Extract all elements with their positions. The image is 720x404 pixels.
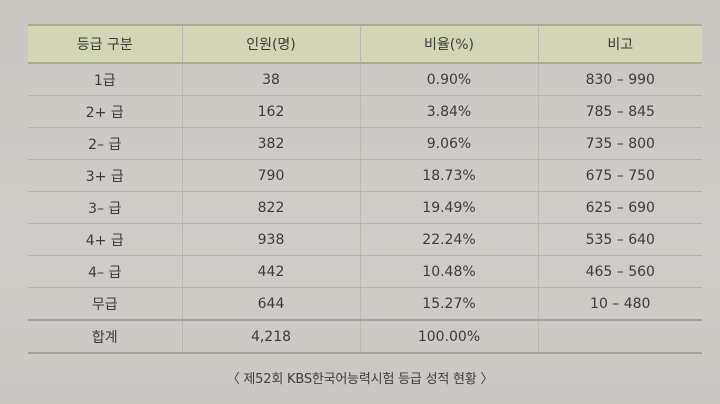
table-row: 4– 급 442 10.48% 465 – 560 (28, 255, 702, 288)
table-row: 3– 급 822 19.49% 625 – 690 (28, 191, 702, 224)
total-remarks (537, 319, 702, 354)
cell-ratio: 9.06% (359, 127, 538, 160)
cell-count: 442 (181, 255, 360, 288)
cell-grade: 3+ 급 (28, 159, 182, 192)
cell-remarks: 10 – 480 (537, 287, 702, 321)
total-label: 합계 (28, 319, 182, 354)
table-row: 4+ 급 938 22.24% 535 – 640 (28, 223, 702, 256)
cell-count: 382 (181, 127, 360, 160)
cell-ratio: 18.73% (359, 159, 538, 192)
total-count: 4,218 (181, 319, 360, 354)
table-row: 무급 644 15.27% 10 – 480 (28, 287, 702, 321)
cell-count: 938 (181, 223, 360, 256)
cell-grade: 4+ 급 (28, 223, 182, 256)
cell-count: 822 (181, 191, 360, 224)
header-count: 인원(명) (181, 24, 360, 64)
cell-ratio: 19.49% (359, 191, 538, 224)
cell-grade: 2– 급 (28, 127, 182, 160)
cell-ratio: 3.84% (359, 95, 538, 128)
table-row: 1급 38 0.90% 830 – 990 (28, 63, 702, 96)
cell-ratio: 15.27% (359, 287, 538, 321)
total-ratio: 100.00% (359, 319, 538, 354)
table-row: 2– 급 382 9.06% 735 – 800 (28, 127, 702, 160)
cell-remarks: 535 – 640 (537, 223, 702, 256)
cell-ratio: 0.90% (359, 63, 538, 96)
cell-remarks: 625 – 690 (537, 191, 702, 224)
cell-remarks: 675 – 750 (537, 159, 702, 192)
cell-grade: 1급 (28, 63, 182, 96)
table-row: 3+ 급 790 18.73% 675 – 750 (28, 159, 702, 192)
cell-grade: 무급 (28, 287, 182, 321)
header-remarks: 비고 (537, 24, 702, 64)
cell-count: 790 (181, 159, 360, 192)
cell-grade: 3– 급 (28, 191, 182, 224)
table-row: 2+ 급 162 3.84% 785 – 845 (28, 95, 702, 128)
cell-remarks: 830 – 990 (537, 63, 702, 96)
cell-grade: 4– 급 (28, 255, 182, 288)
cell-ratio: 10.48% (359, 255, 538, 288)
cell-remarks: 735 – 800 (537, 127, 702, 160)
cell-count: 644 (181, 287, 360, 321)
grade-results-table: 등급 구분 인원(명) 비율(%) 비고 1급 38 0.90% 830 – 9… (28, 24, 702, 354)
cell-remarks: 785 – 845 (537, 95, 702, 128)
header-ratio: 비율(%) (359, 24, 538, 64)
grade-results-table-container: 등급 구분 인원(명) 비율(%) 비고 1급 38 0.90% 830 – 9… (28, 24, 702, 354)
table-header-row: 등급 구분 인원(명) 비율(%) 비고 (28, 24, 702, 64)
cell-count: 162 (181, 95, 360, 128)
table-caption: 〈 제52회 KBS한국어능력시험 등급 성적 현황 〉 (226, 372, 494, 387)
header-grade: 등급 구분 (28, 24, 182, 64)
table-total-row: 합계 4,218 100.00% (28, 319, 702, 354)
cell-count: 38 (181, 63, 360, 96)
cell-remarks: 465 – 560 (537, 255, 702, 288)
cell-ratio: 22.24% (359, 223, 538, 256)
cell-grade: 2+ 급 (28, 95, 182, 128)
